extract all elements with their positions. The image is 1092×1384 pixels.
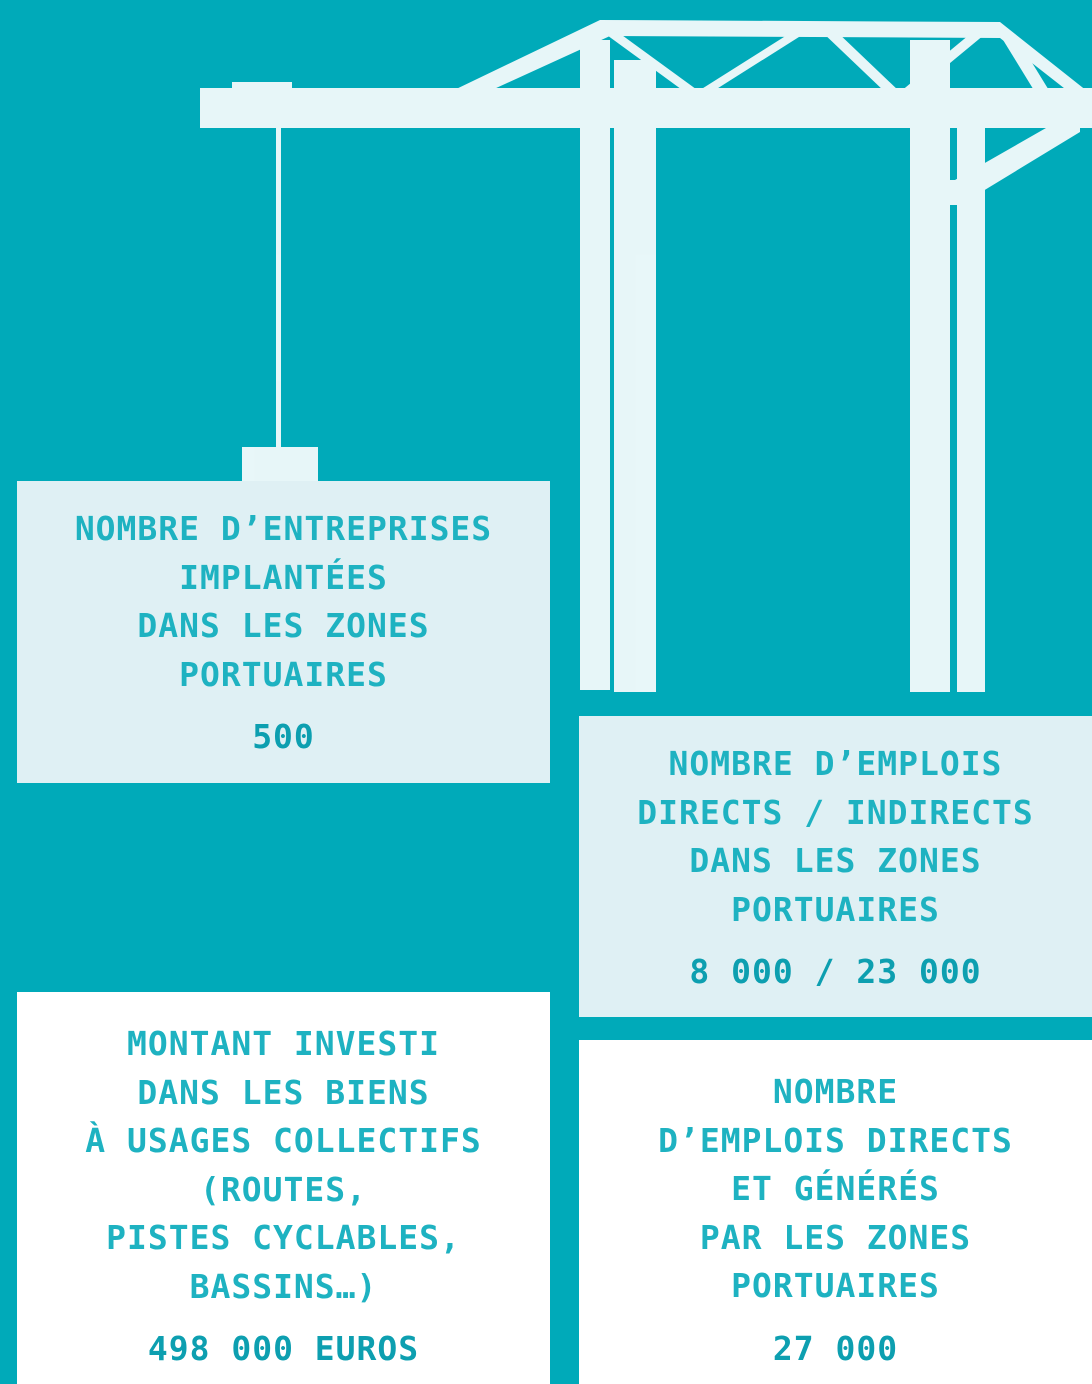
crane-cable [276,128,281,448]
card-label-line: À USAGES COLLECTIFS [17,1117,550,1166]
card-label-line: NOMBRE [579,1068,1092,1117]
card-label-line: MONTANT INVESTI [17,1020,550,1069]
crane-leg [910,40,950,692]
crane-hook-block [242,447,318,483]
card-label-line: PORTUAIRES [579,886,1092,935]
card-label-line: PISTES CYCLABLES, [17,1214,550,1263]
stat-card: NOMBRE D’ENTREPRISES IMPLANTÉES DANS LES… [17,481,550,783]
card-label-line: BASSINS…) [17,1263,550,1312]
crane-leg [614,60,656,692]
page: {"cards": [ {"label": ["NOMBRE D’ENTREPR… [0,0,1092,1384]
crane-leg [580,40,610,690]
stat-card: NOMBRE D’EMPLOIS DIRECTS ET GÉNÉRÉS PAR … [579,1040,1092,1384]
card-label-line: ET GÉNÉRÉS [579,1165,1092,1214]
card-label-line: DIRECTS / INDIRECTS [579,789,1092,838]
card-label-line: DANS LES ZONES [17,602,550,651]
card-label-line: PORTUAIRES [579,1262,1092,1311]
card-label-line: D’EMPLOIS DIRECTS [579,1117,1092,1166]
card-value: 8 000 / 23 000 [579,952,1092,991]
stat-card: NOMBRE D’EMPLOIS DIRECTS / INDIRECTS DAN… [579,716,1092,1017]
card-label-line: IMPLANTÉES [17,554,550,603]
card-label-line: NOMBRE D’ENTREPRISES [17,505,550,554]
infographic: NOMBRE D’ENTREPRISES IMPLANTÉES DANS LES… [0,0,1092,1384]
card-value: 500 [17,717,550,756]
card-value: 27 000 [579,1329,1092,1368]
card-label-line: (ROUTES, [17,1166,550,1215]
card-label-line: PORTUAIRES [17,651,550,700]
card-label-line: DANS LES ZONES [579,837,1092,886]
card-label-line: NOMBRE D’EMPLOIS [579,740,1092,789]
card-label-line: PAR LES ZONES [579,1214,1092,1263]
stat-card: MONTANT INVESTI DANS LES BIENS À USAGES … [17,992,550,1384]
card-label-line: DANS LES BIENS [17,1069,550,1118]
card-value: 498 000 EUROS [17,1329,550,1368]
